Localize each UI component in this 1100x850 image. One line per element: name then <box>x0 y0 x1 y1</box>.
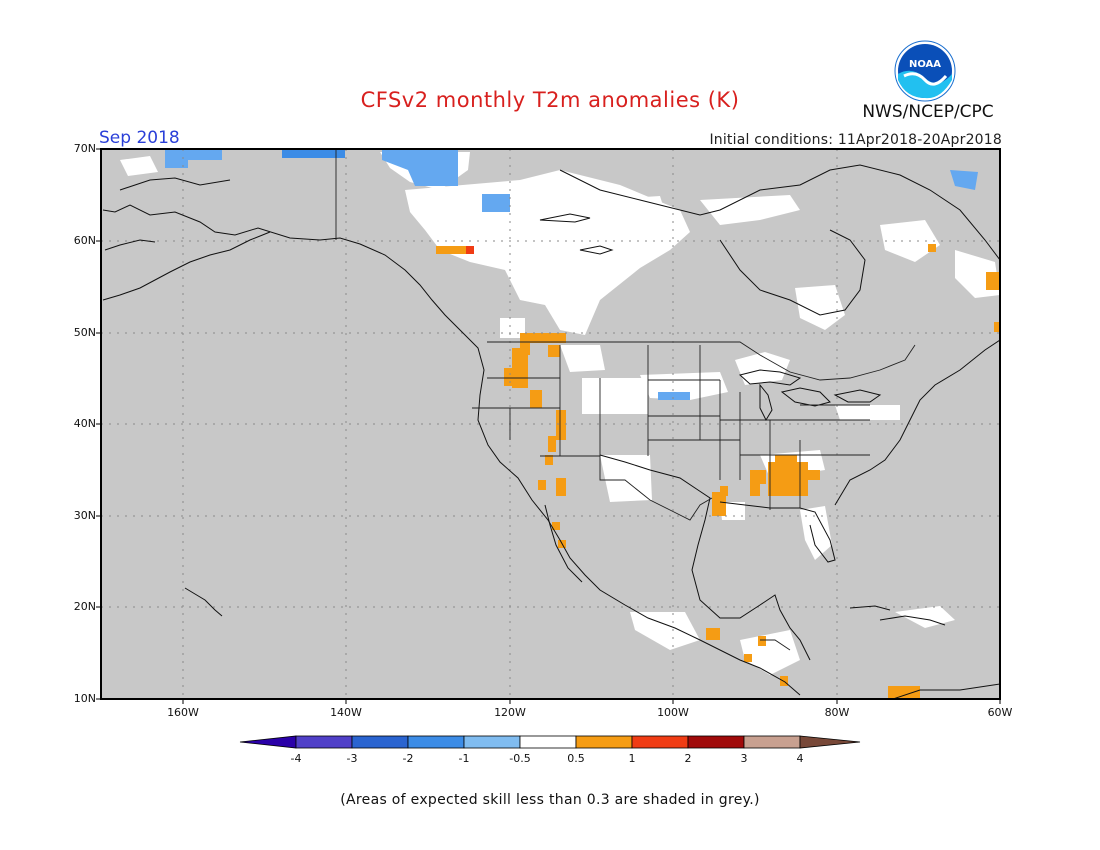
colorbar-label: 1 <box>628 752 636 765</box>
lat-label: 70N <box>73 142 96 155</box>
colorbar-label: 3 <box>740 752 748 765</box>
colorbar-segment <box>351 735 409 749</box>
chart-title: CFSv2 monthly T2m anomalies (K) <box>360 88 740 112</box>
lon-label: 80W <box>824 706 850 719</box>
map-ticks <box>96 148 1001 704</box>
warm-red-cell <box>466 246 474 254</box>
lat-label: 20N <box>73 600 96 613</box>
colorbar-segment <box>519 735 577 749</box>
colorbar-label: 0.5 <box>567 752 585 765</box>
neutral-white-regions <box>120 152 1000 675</box>
graticule <box>101 149 1000 699</box>
coastlines <box>102 164 1000 699</box>
skill-footnote: (Areas of expected skill less than 0.3 a… <box>340 792 760 808</box>
colorbar-label: 2 <box>684 752 692 765</box>
cool-anomaly-regions <box>165 150 978 400</box>
colorbar-label: -3 <box>346 752 358 765</box>
logo-text: NOAA <box>909 59 941 70</box>
lon-label: 140W <box>330 706 362 719</box>
colorbar-segment <box>463 735 521 749</box>
lat-label: 30N <box>73 509 96 522</box>
colorbar-label: -0.5 <box>509 752 531 765</box>
political-borders <box>335 149 916 651</box>
lat-label: 50N <box>73 326 96 339</box>
agency-label: NWS/NCEP/CPC <box>862 102 994 122</box>
lakes <box>539 213 882 422</box>
lat-label: 40N <box>73 417 96 430</box>
colorbar-segment <box>631 735 689 749</box>
lon-label: 100W <box>657 706 689 719</box>
lon-label: 120W <box>494 706 526 719</box>
colorbar-high-arrow <box>799 735 861 749</box>
lon-label: 60W <box>987 706 1013 719</box>
initial-conditions: Initial conditions: 11Apr2018-20Apr2018 <box>709 132 1002 148</box>
colorbar-segment <box>407 735 465 749</box>
colorbar-segment <box>743 735 801 749</box>
colorbar-label: -4 <box>290 752 302 765</box>
colorbar-segment <box>295 735 353 749</box>
lat-label: 60N <box>73 234 96 247</box>
noaa-logo: NOAA <box>894 40 956 102</box>
colorbar-label: -1 <box>458 752 470 765</box>
colorbar-low-arrow <box>239 735 297 749</box>
colorbar-label: -2 <box>402 752 414 765</box>
forecast-month: Sep 2018 <box>99 128 180 148</box>
colorbar-segment <box>687 735 745 749</box>
lat-label: 10N <box>73 692 96 705</box>
lon-label: 160W <box>167 706 199 719</box>
colorbar-segment <box>575 735 633 749</box>
colorbar-label: 4 <box>796 752 804 765</box>
